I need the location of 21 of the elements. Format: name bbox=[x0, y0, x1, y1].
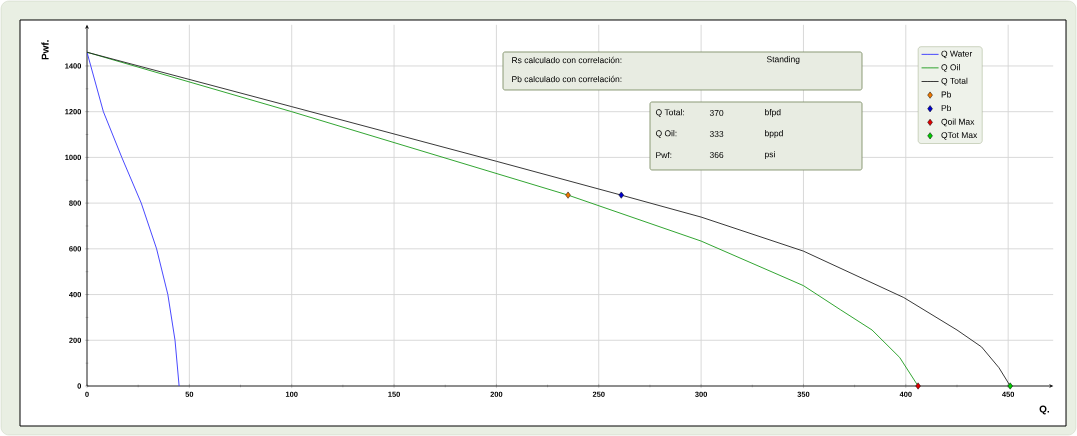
y-axis-title: Pwf. bbox=[41, 40, 49, 60]
legend-label: Pb bbox=[941, 104, 952, 112]
annotation: 366 bbox=[709, 152, 724, 158]
annotation: Pb calculado con correlación: bbox=[512, 75, 622, 83]
annotation: Q Total: bbox=[655, 109, 684, 117]
legend-label: Q Oil bbox=[941, 64, 960, 72]
legend-label: Q Water bbox=[941, 50, 973, 59]
legend-label: Qoil Max bbox=[941, 118, 975, 127]
annotation: 333 bbox=[709, 131, 724, 137]
annotation: Q Oil: bbox=[655, 130, 677, 138]
legend-label: Q Total bbox=[941, 77, 968, 86]
x-axis-title: Q. bbox=[1039, 405, 1049, 415]
legend-label: QTot Max bbox=[941, 132, 978, 140]
annotation: bppd bbox=[765, 130, 783, 138]
annotation: psi bbox=[765, 151, 775, 159]
annotation: 370 bbox=[709, 110, 724, 116]
annotation: Standing bbox=[766, 56, 800, 64]
annotation: Rs calculado con correlación: bbox=[512, 56, 622, 64]
annotation: bfpd bbox=[765, 109, 781, 117]
annotation: Pwf: bbox=[656, 151, 672, 159]
legend-label: Pb bbox=[941, 91, 952, 98]
